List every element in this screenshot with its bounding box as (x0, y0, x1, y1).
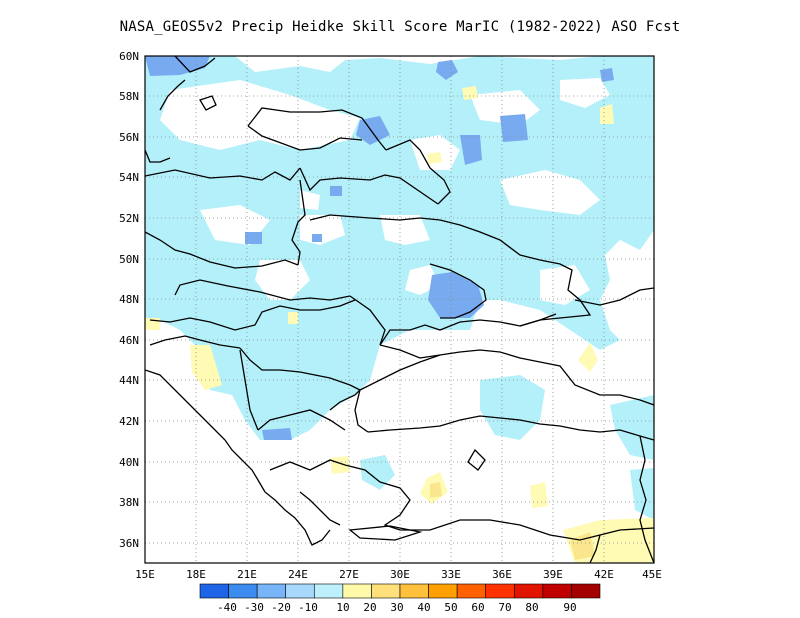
lat-label: 52N (119, 212, 139, 225)
lat-label: 56N (119, 131, 139, 144)
lat-label: 60N (119, 50, 139, 63)
colorbar-label: 70 (498, 601, 511, 614)
lon-label: 15E (135, 568, 155, 581)
lon-label: 36E (492, 568, 512, 581)
lat-label: 44N (119, 374, 139, 387)
colorbar-cell (256, 583, 287, 599)
colorbar-label: 90 (563, 601, 576, 614)
colorbar-label: 50 (444, 601, 457, 614)
colorbar-label: 40 (417, 601, 430, 614)
colorbar-label: -10 (298, 601, 318, 614)
skill-neutral-holes (160, 78, 610, 305)
colorbar: -40 -30 -20 -10 10 20 30 40 50 60 70 80 … (199, 583, 601, 614)
colorbar-cell (313, 583, 344, 599)
lon-label: 24E (288, 568, 308, 581)
colorbar-cells (199, 583, 601, 599)
map-gridlines (145, 56, 654, 563)
colorbar-cell (371, 583, 401, 599)
colorbar-label: 80 (525, 601, 538, 614)
lat-label: 36N (119, 537, 139, 550)
lat-label: 54N (119, 171, 139, 184)
lon-label: 18E (186, 568, 206, 581)
colorbar-label: -30 (244, 601, 264, 614)
colorbar-labels: -40 -30 -20 -10 10 20 30 40 50 60 70 80 … (217, 601, 577, 614)
lon-label: 21E (237, 568, 257, 581)
lat-label: 38N (119, 496, 139, 509)
lon-label: 45E (642, 568, 662, 581)
colorbar-label: 60 (471, 601, 484, 614)
lon-label: 30E (390, 568, 410, 581)
lon-label: 39E (543, 568, 563, 581)
colorbar-label: -20 (271, 601, 291, 614)
colorbar-cell (542, 583, 572, 599)
colorbar-cell (485, 583, 515, 599)
colorbar-cell (285, 583, 315, 599)
map-frame (144, 55, 655, 564)
colorbar-cell (456, 583, 487, 599)
map-title: NASA_GEOS5v2 Precip Heidke Skill Score M… (119, 19, 681, 35)
lat-label: 40N (119, 456, 139, 469)
colorbar-label: 20 (363, 601, 376, 614)
lat-label: 58N (119, 90, 139, 103)
lat-label: 50N (119, 253, 139, 266)
coastlines-borders (145, 56, 654, 563)
colorbar-cell (513, 583, 544, 599)
lon-label: 33E (441, 568, 461, 581)
colorbar-cell (199, 583, 229, 599)
lat-label: 46N (119, 334, 139, 347)
lat-label: 42N (119, 415, 139, 428)
colorbar-cell (342, 583, 372, 599)
skill-field (145, 56, 654, 563)
lon-label: 42E (594, 568, 614, 581)
colorbar-cell (228, 583, 258, 599)
colorbar-label: -40 (217, 601, 237, 614)
lon-label: 27E (339, 568, 359, 581)
longitude-labels: 15E 18E 21E 24E 27E 30E 33E 36E 39E 42E … (135, 568, 662, 581)
colorbar-label: 10 (336, 601, 349, 614)
colorbar-cell (399, 583, 429, 599)
latitude-labels: 60N 58N 56N 54N 52N 50N 48N 46N 44N 42N … (119, 50, 139, 550)
lat-label: 48N (119, 293, 139, 306)
colorbar-cell (428, 583, 458, 599)
skill-negative-light (145, 56, 654, 520)
colorbar-label: 30 (390, 601, 403, 614)
colorbar-cell (571, 583, 601, 599)
